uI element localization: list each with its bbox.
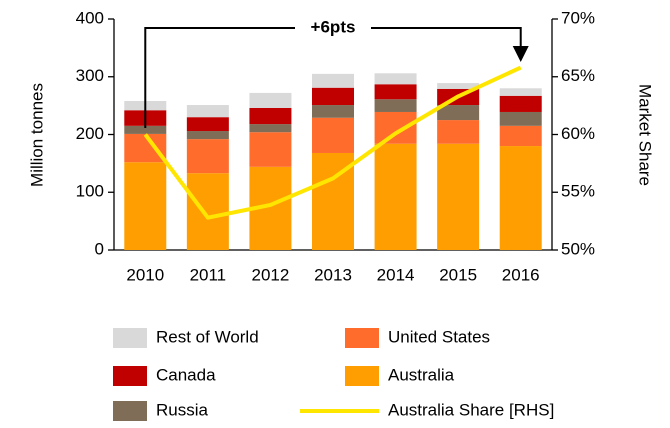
bar-segment (249, 107, 292, 125)
bar-segment (186, 139, 229, 174)
bar-segment (186, 173, 229, 250)
bar-segment (249, 92, 292, 108)
bar-segment (374, 84, 417, 100)
bar-segment (437, 120, 480, 144)
bar-segment (374, 111, 417, 144)
share-line (143, 65, 522, 220)
bar-segment (499, 88, 542, 96)
bar-segment (499, 95, 542, 112)
annotation-bg (295, 16, 371, 40)
bar-segment (374, 99, 417, 112)
bar-segment (374, 73, 417, 85)
bar-segment (186, 105, 229, 118)
legend-label: Russia (156, 400, 209, 419)
y2-tick-label: 50% (561, 239, 595, 258)
y-tick-label: 400 (76, 8, 104, 27)
y2-tick-label: 65% (561, 66, 595, 85)
legend-label: United States (388, 327, 490, 346)
y-tick-label: 200 (76, 124, 104, 143)
x-tick-label: 2012 (252, 265, 290, 284)
bar-segment (186, 131, 229, 140)
bar-segment (124, 125, 167, 134)
bar-segment (499, 125, 542, 147)
y-axis-label: Million tonnes (27, 83, 46, 187)
bar-segment (437, 143, 480, 250)
x-tick-label: 2013 (314, 265, 352, 284)
bar-segment (312, 105, 354, 118)
annotation-arrowhead (512, 46, 529, 62)
y2-tick-label: 55% (561, 182, 595, 201)
bar-segment (249, 132, 292, 167)
y2-tick-label: 60% (561, 124, 595, 143)
legend-swatch (113, 328, 147, 348)
bar-segment (186, 117, 229, 132)
y-tick-label: 100 (76, 182, 104, 201)
legend-label: Canada (156, 365, 216, 384)
legend-swatch (113, 366, 147, 386)
legend-label: Australia (388, 365, 455, 384)
legend-swatch (345, 328, 379, 348)
y-tick-label: 0 (95, 239, 104, 258)
legend-swatch (113, 401, 147, 421)
legend-label: Australia Share [RHS] (388, 400, 554, 419)
x-tick-label: 2010 (126, 265, 164, 284)
legend-swatch (345, 366, 379, 386)
x-tick-label: 2015 (439, 265, 477, 284)
x-tick-label: 2016 (502, 265, 540, 284)
bar-segment (124, 133, 167, 163)
bar-segment (437, 83, 480, 89)
bar-segment (312, 117, 354, 153)
y2-tick-label: 70% (561, 8, 595, 27)
bar-segment (312, 73, 354, 88)
bar-segment (437, 105, 480, 121)
annotation: +6pts (311, 17, 356, 36)
y2-axis-label: Market Share (636, 84, 655, 186)
legend-label: Rest of World (156, 327, 259, 346)
bar-segment (312, 87, 354, 106)
bar-segment (499, 111, 542, 126)
y-tick-label: 300 (76, 66, 104, 85)
bar-segment (249, 124, 292, 133)
x-tick-label: 2014 (377, 265, 415, 284)
bar-segment (499, 146, 542, 250)
x-tick-label: 2011 (190, 265, 227, 284)
bar-segment (374, 143, 417, 250)
bar-segment (124, 162, 167, 250)
